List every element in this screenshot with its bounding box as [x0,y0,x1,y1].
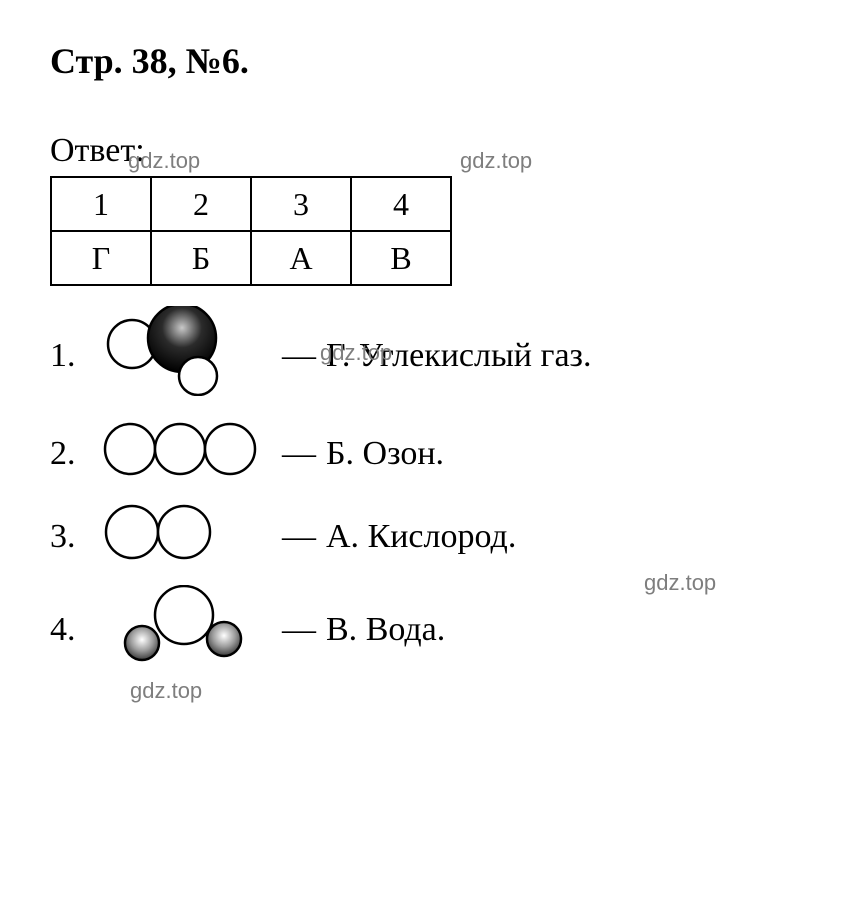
molecule-o3-icon [102,419,272,488]
list-item: 4. — В. Вода. [50,585,804,674]
watermark: gdz.top [130,678,202,704]
dash: — [282,337,316,375]
molecule-h2o-icon [102,585,272,674]
item-label: Озон. [363,435,444,473]
list-item: 2. — Б. Озон. [50,419,804,488]
item-number: 2. [50,435,102,473]
page-title: Стр. 38, №6. [50,40,804,82]
item-number: 3. [50,518,102,556]
table-cell: А [251,231,351,285]
answer-label: Ответ: [50,132,804,170]
item-letter: В. [326,611,357,649]
table-cell: В [351,231,451,285]
dash: — [282,435,316,473]
item-number: 4. [50,611,102,649]
dash: — [282,611,316,649]
molecule-co2-icon [102,306,272,405]
item-label: Вода. [366,611,446,649]
item-number: 1. [50,337,102,375]
page: Стр. 38, №6. Ответ: 1 2 3 4 Г Б А В 1. [50,40,804,674]
list-item: 1. — [50,306,804,405]
item-label: Кислород. [368,518,517,556]
table-cell: 1 [51,177,151,231]
table-row: Г Б А В [51,231,451,285]
list-item: 3. — А. Кислород. [50,502,804,571]
table-cell: 2 [151,177,251,231]
table-cell: 3 [251,177,351,231]
item-label: Углекислый газ. [359,337,592,375]
table-cell: Г [51,231,151,285]
item-letter: Б. [326,435,354,473]
item-letter: А. [326,518,359,556]
table-cell: Б [151,231,251,285]
table-cell: 4 [351,177,451,231]
dash: — [282,518,316,556]
answer-table: 1 2 3 4 Г Б А В [50,176,452,286]
table-row: 1 2 3 4 [51,177,451,231]
molecule-o2-icon [102,502,272,571]
item-letter: Г. [326,337,350,375]
